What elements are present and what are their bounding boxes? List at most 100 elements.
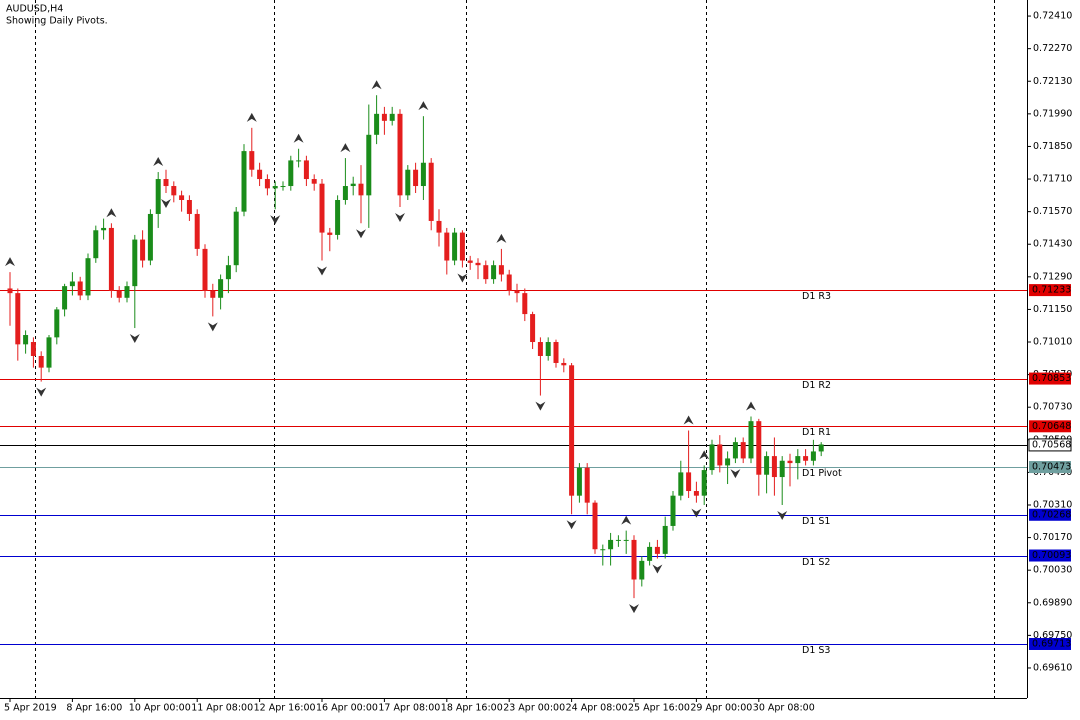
y-tick-label: 0.72270 — [1033, 43, 1072, 54]
fractal-down — [356, 229, 366, 239]
candle-body — [553, 342, 559, 363]
candle-body — [576, 467, 582, 496]
candle-body — [514, 290, 520, 294]
y-tick-label: 0.69750 — [1033, 630, 1072, 641]
candle-body — [764, 456, 770, 475]
fractal-down — [129, 334, 140, 344]
fractal-down — [652, 564, 663, 574]
fractal-down — [730, 469, 741, 479]
price-box — [1029, 284, 1071, 297]
x-tick-label: 25 Apr 16:00 — [628, 703, 690, 714]
candle-body — [186, 199, 192, 214]
candle-body — [569, 365, 575, 496]
fractal-down — [270, 215, 281, 225]
candle-body — [662, 525, 668, 554]
fractal-up — [371, 80, 382, 90]
x-tick-label: 23 Apr 00:00 — [503, 703, 565, 714]
pivot-name: D1 R1 — [802, 427, 831, 438]
candle-body — [311, 179, 317, 184]
price-box — [1029, 549, 1071, 562]
candle-body — [701, 470, 707, 496]
y-tick-label: 0.70030 — [1033, 565, 1072, 576]
candle-body — [615, 539, 621, 541]
y-tick-label: 0.71010 — [1033, 337, 1072, 348]
candle-body — [693, 491, 699, 496]
price-box — [1029, 372, 1071, 385]
fractal-up — [699, 450, 710, 460]
candle-body — [483, 265, 489, 280]
x-tick-label: 11 Apr 08:00 — [191, 703, 253, 714]
fractal-down — [777, 510, 788, 520]
chart-title: AUDUSD,H4 — [6, 4, 63, 15]
fractal-up — [418, 101, 429, 111]
fractal-up — [340, 143, 351, 153]
candle-body — [498, 265, 504, 275]
candle-body — [420, 162, 426, 187]
y-tick-label: 0.69890 — [1033, 597, 1072, 608]
candle-body — [756, 421, 762, 475]
y-tick-label: 0.71430 — [1033, 239, 1072, 250]
candle-body — [779, 460, 785, 478]
candle-body — [623, 539, 629, 541]
candle-body — [46, 337, 52, 368]
candle-body — [358, 183, 364, 196]
candle-body — [342, 186, 348, 200]
fractal-up — [106, 208, 117, 218]
candle-body — [639, 560, 645, 580]
candle-body — [530, 314, 536, 343]
candle-body — [77, 281, 83, 296]
candle-body — [210, 290, 216, 298]
pivot-name: D1 S2 — [802, 557, 830, 568]
candle-body — [264, 179, 270, 189]
candle-body — [202, 248, 208, 291]
x-tick-label: 18 Apr 16:00 — [441, 703, 503, 714]
fractal-down — [36, 387, 47, 397]
candle-body — [116, 290, 122, 298]
price-box — [1029, 461, 1071, 474]
candle-body — [795, 456, 801, 464]
candle-body — [600, 549, 606, 551]
candle-body — [327, 232, 333, 235]
candle-body — [225, 265, 231, 280]
x-tick-label: 30 Apr 08:00 — [753, 703, 815, 714]
y-tick-label: 0.71710 — [1033, 174, 1072, 185]
candle-body — [171, 186, 177, 196]
candle-body — [803, 456, 809, 461]
candle-body — [678, 472, 684, 496]
candle-body — [647, 546, 653, 561]
candle-body — [787, 460, 793, 464]
fractal-down — [207, 322, 218, 332]
candle-body — [686, 472, 692, 492]
price-box-label: 0.70093 — [1032, 550, 1071, 561]
y-tick-label: 0.69610 — [1033, 662, 1072, 673]
candle-body — [654, 546, 660, 554]
candle-body — [732, 442, 738, 459]
price-box-label: 0.70268 — [1032, 509, 1071, 520]
candle-body — [381, 113, 387, 121]
candle-body — [436, 220, 442, 233]
fractal-up — [746, 401, 756, 411]
candle-body — [38, 355, 44, 368]
fractal-up — [683, 415, 694, 425]
fractal-up — [293, 133, 304, 143]
fractal-down — [535, 401, 546, 411]
fractal-down — [691, 508, 702, 518]
candle-body — [62, 286, 68, 310]
candle-body — [335, 199, 341, 235]
candle-body — [413, 169, 419, 187]
fractal-down — [457, 273, 468, 283]
pivot-name: D1 S3 — [802, 645, 830, 656]
candle-body — [725, 458, 731, 466]
candle-body — [296, 160, 302, 162]
candle-body — [233, 211, 239, 266]
candle-body — [631, 539, 637, 580]
candle-body — [69, 281, 75, 287]
price-box-label: 0.71233 — [1032, 285, 1071, 296]
candle-body — [7, 288, 13, 294]
price-box-label: 0.70648 — [1032, 421, 1071, 432]
candle-body — [350, 183, 356, 187]
y-tick-label: 0.71570 — [1033, 206, 1072, 217]
candle-body — [467, 260, 473, 263]
candle-body — [545, 342, 551, 356]
